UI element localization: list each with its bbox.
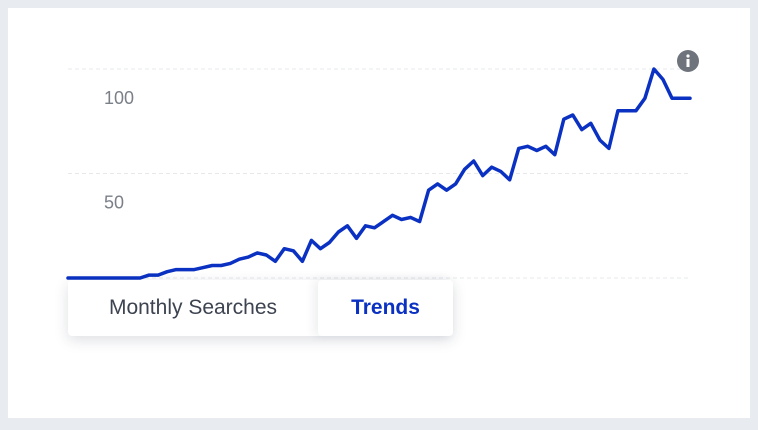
tab-active[interactable]: Trends [318,280,453,336]
trend-line [66,67,692,280]
card [8,8,750,418]
info-icon-dot [686,54,690,58]
y-tick-label: 50 [104,192,124,212]
y-tick-label: 100 [104,88,134,108]
tab[interactable]: Monthly Searches [108,296,278,319]
tab-bar: Monthly Searches Trends [68,280,453,336]
info-icon-bar [686,59,690,67]
